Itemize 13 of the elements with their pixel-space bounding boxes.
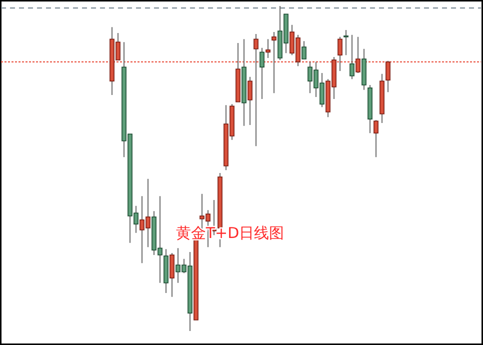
candlestick (386, 60, 390, 93)
candlestick (302, 40, 306, 60)
candlestick (374, 120, 378, 158)
candlestick (272, 32, 276, 94)
candlestick (356, 36, 360, 74)
candlestick (170, 252, 174, 298)
candlestick (266, 38, 270, 58)
candlestick (344, 30, 348, 56)
candlestick (248, 76, 252, 126)
candlestick (338, 36, 342, 72)
candlestick (350, 34, 354, 80)
candlestick (254, 33, 258, 147)
candlestick (260, 47, 264, 100)
